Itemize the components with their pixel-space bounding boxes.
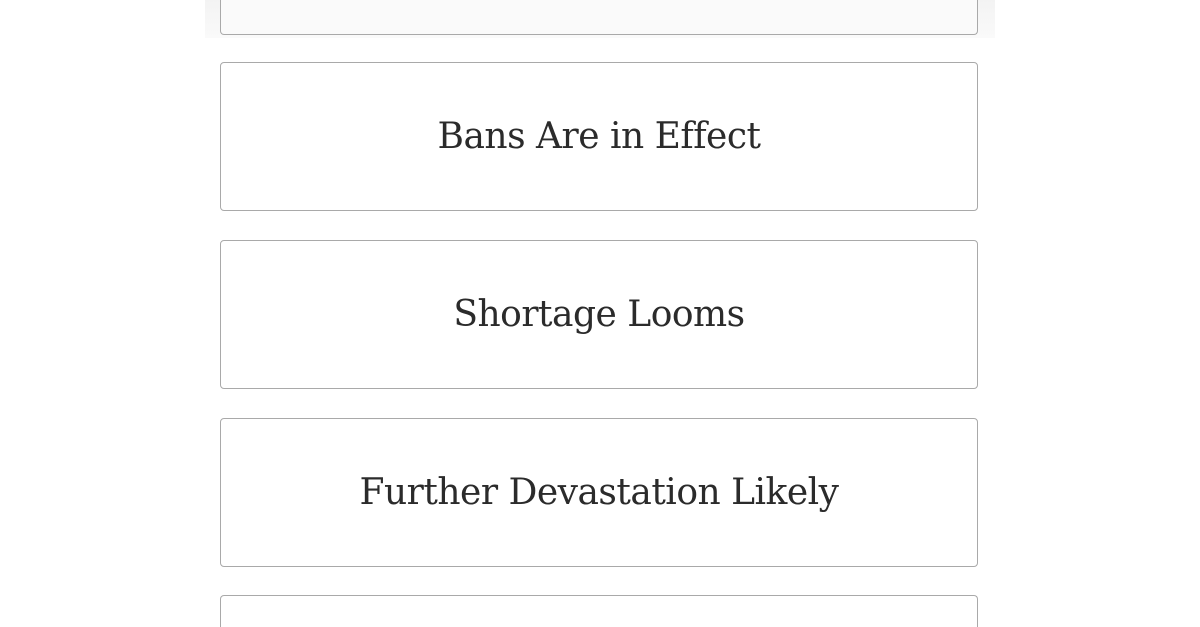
answer-option-partial-top[interactable] [220,0,978,35]
answer-option-shortage-looms[interactable]: Shortage Looms [220,240,978,389]
answer-option-label: Shortage Looms [453,294,745,335]
answer-option-label: Further Devastation Likely [359,472,839,513]
answer-option-label: Bans Are in Effect [437,116,761,157]
answer-option-further-devastation[interactable]: Further Devastation Likely [220,418,978,567]
answer-option-partial-bottom[interactable] [220,595,978,627]
answer-option-bans-in-effect[interactable]: Bans Are in Effect [220,62,978,211]
